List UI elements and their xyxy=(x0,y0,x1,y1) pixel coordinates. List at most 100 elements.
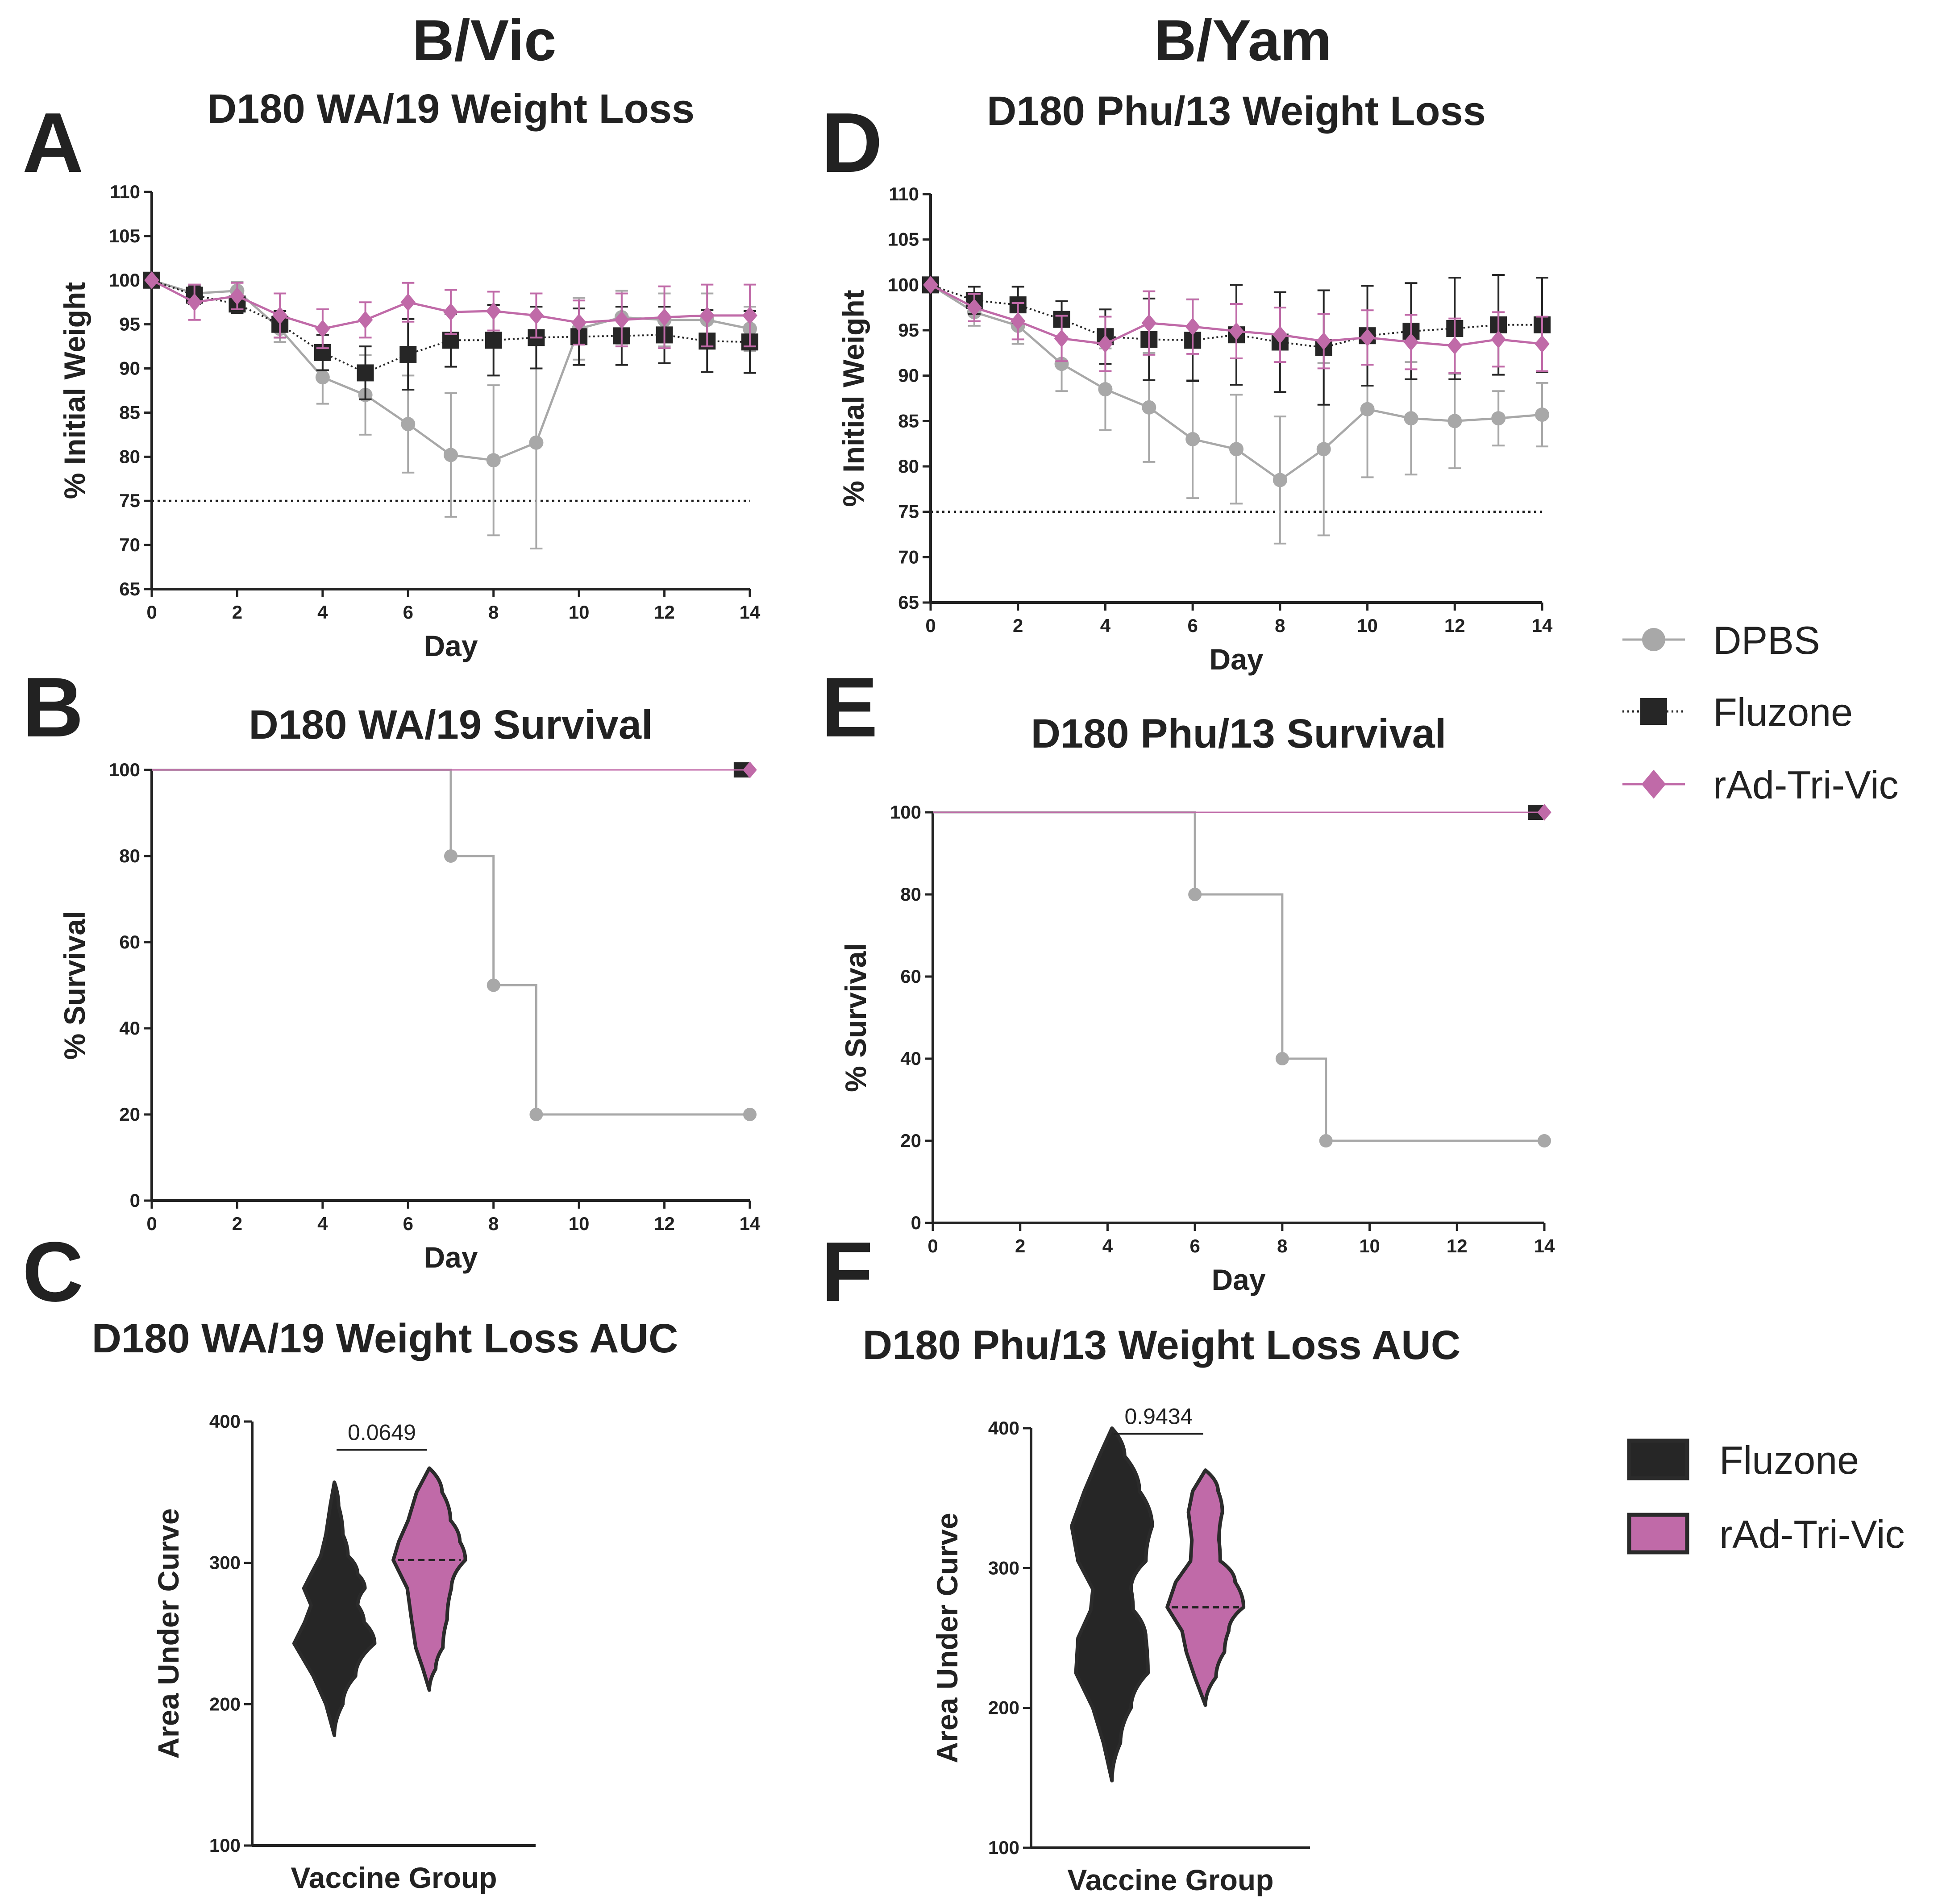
survival-point xyxy=(529,1108,543,1121)
y-axis-title: % Initial Weight xyxy=(837,290,870,507)
x-tick-label: 12 xyxy=(654,1213,675,1234)
data-point xyxy=(1316,332,1331,350)
violin-rad-tri-vic xyxy=(391,1466,467,1692)
data-point xyxy=(1185,317,1200,336)
y-tick-label: 20 xyxy=(119,1104,140,1125)
data-point xyxy=(443,303,458,321)
x-axis-title: Vaccine Group xyxy=(1067,1863,1273,1896)
data-point xyxy=(967,299,982,317)
data-point xyxy=(742,306,757,324)
legend-treatment-groups: DPBS Fluzone rAd-Tri-Vic xyxy=(1622,618,1899,807)
x-axis-title: Day xyxy=(1209,643,1263,676)
data-point xyxy=(485,332,502,349)
chart-title: D180 WA/19 Weight Loss AUC xyxy=(92,1316,678,1361)
data-point xyxy=(1273,473,1287,487)
chart-title: D180 Phu/13 Survival xyxy=(1031,711,1447,757)
chart-b-wa19-survival: 0 20 40 60 80 100 0 2 4 6 8 10 12 14 D180 WA/19 Surviv… xyxy=(58,702,761,1274)
y-axis-title: % Initial Weight xyxy=(58,282,91,499)
survival-point xyxy=(1275,1052,1289,1065)
y-tick-label: 70 xyxy=(898,546,919,567)
data-point xyxy=(486,302,501,320)
chart-title: D180 WA/19 Weight Loss xyxy=(207,86,695,132)
y-tick-label: 80 xyxy=(898,456,919,477)
data-point xyxy=(1316,442,1331,457)
x-tick-label: 14 xyxy=(1532,615,1553,636)
x-tick-label: 6 xyxy=(403,602,413,623)
data-point xyxy=(1447,414,1462,428)
data-point xyxy=(1141,314,1157,332)
y-tick-label: 75 xyxy=(898,501,919,522)
x-tick-label: 8 xyxy=(488,602,499,623)
survival-point xyxy=(1538,1134,1551,1147)
column-title-byam: B/Yam xyxy=(1154,8,1331,73)
survival-step-line xyxy=(152,769,750,1116)
y-tick-label: 110 xyxy=(110,181,140,202)
data-point xyxy=(1010,312,1026,330)
x-tick-label: 2 xyxy=(232,1213,242,1234)
chart-a-wa19-weight-loss: 65 70 75 80 85 90 95 100 105 110 0 2 4 6 8 10 12 14 D180 W… xyxy=(58,86,761,662)
y-axis-title: Area Under Curve xyxy=(152,1508,185,1758)
data-point xyxy=(229,287,245,305)
data-point xyxy=(657,308,672,326)
x-tick-label: 6 xyxy=(1187,615,1198,636)
legend-label-rad-tri-vic: rAd-Tri-Vic xyxy=(1713,763,1899,807)
x-tick-label: 4 xyxy=(1102,1235,1113,1256)
data-point xyxy=(1360,328,1375,347)
y-tick-label: 90 xyxy=(119,358,140,379)
data-point xyxy=(400,293,416,312)
data-point xyxy=(1229,442,1243,457)
y-tick-label: 400 xyxy=(988,1418,1019,1438)
data-point xyxy=(486,453,501,468)
x-axis-title: Day xyxy=(1211,1263,1265,1296)
data-point xyxy=(1054,329,1069,348)
y-tick-label: 20 xyxy=(900,1130,921,1151)
chart-e-phu13-survival: 0 20 40 60 80 100 0 2 4 6 8 10 12 14 D180 Phu/13 Survi… xyxy=(839,711,1555,1296)
y-tick-label: 85 xyxy=(898,410,919,431)
y-tick-label: 110 xyxy=(889,183,919,204)
x-tick-label: 14 xyxy=(1534,1235,1555,1256)
data-point xyxy=(1404,411,1418,426)
chart-d-phu13-weight-loss: 65 70 75 80 85 90 95 100 105 110 0 2 4 6 8 10 12 14 D180 P… xyxy=(837,88,1553,676)
p-value-label: 0.0649 xyxy=(348,1420,416,1445)
data-point xyxy=(272,306,287,324)
x-tick-label: 2 xyxy=(232,602,242,623)
x-tick-label: 6 xyxy=(403,1213,413,1234)
series-dpbs xyxy=(933,811,1551,1147)
y-tick-label: 400 xyxy=(209,1411,241,1432)
data-point xyxy=(1535,407,1549,422)
legend-swatch-fluzone xyxy=(1627,1438,1689,1480)
y-tick-label: 100 xyxy=(988,1837,1019,1858)
chart-title: D180 Phu/13 Weight Loss AUC xyxy=(863,1322,1460,1368)
x-tick-label: 10 xyxy=(569,1213,590,1234)
x-tick-label: 2 xyxy=(1013,615,1023,636)
panel-letter-c: C xyxy=(22,1225,83,1319)
y-tick-label: 100 xyxy=(888,274,919,295)
y-tick-label: 300 xyxy=(988,1557,1019,1578)
y-tick-label: 100 xyxy=(109,270,140,291)
x-tick-label: 0 xyxy=(146,1213,157,1234)
y-tick-label: 100 xyxy=(890,802,921,823)
x-tick-label: 0 xyxy=(146,602,157,623)
x-tick-label: 10 xyxy=(569,602,590,623)
data-point xyxy=(529,435,544,450)
chart-f-phu13-auc: 100 200 300 400 D180 Phu/13 Weight Loss AUC V… xyxy=(863,1322,1460,1896)
survival-step-line xyxy=(933,811,1544,1142)
x-tick-label: 6 xyxy=(1189,1235,1200,1256)
y-tick-label: 0 xyxy=(130,1190,140,1211)
x-tick-label: 12 xyxy=(1447,1235,1468,1256)
x-axis-title: Day xyxy=(424,629,478,662)
panel-letter-f: F xyxy=(821,1225,873,1319)
y-tick-label: 90 xyxy=(898,365,919,386)
legend-label-rad-tri-vic: rAd-Tri-Vic xyxy=(1719,1512,1905,1556)
y-tick-label: 75 xyxy=(119,490,140,511)
data-point xyxy=(315,320,330,338)
survival-point xyxy=(1319,1134,1333,1147)
column-title-bvic: B/Vic xyxy=(412,8,557,73)
data-point xyxy=(1360,402,1375,416)
chart-title: D180 Phu/13 Weight Loss xyxy=(987,88,1486,134)
y-axis-title: Area Under Curve xyxy=(931,1513,964,1763)
p-value-label: 0.9434 xyxy=(1124,1404,1193,1429)
survival-point xyxy=(444,849,457,863)
series-rad-tri-vic xyxy=(933,804,1551,821)
legend-marker-dpbs xyxy=(1642,628,1665,651)
